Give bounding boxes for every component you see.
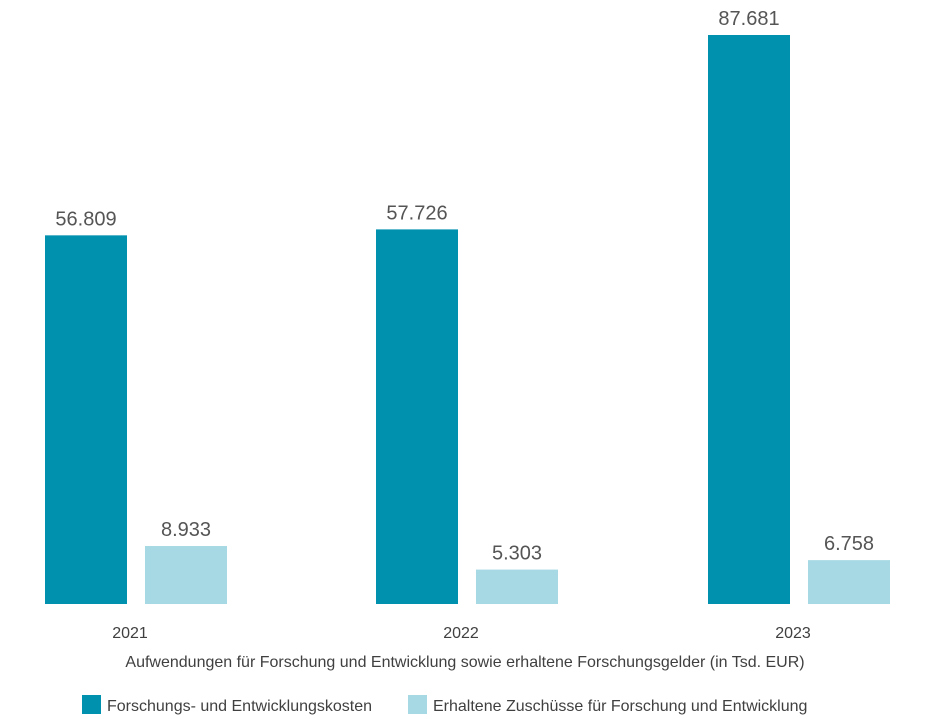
legend-label-zuschuesse: Erhaltene Zuschüsse für Forschung und En… (433, 698, 807, 715)
x-tick-label-2022: 2022 (443, 625, 479, 642)
bar-zuschuesse-2023 (808, 560, 890, 604)
x-tick-label-2021: 2021 (112, 625, 148, 642)
legend-item-zuschuesse: Erhaltene Zuschüsse für Forschung und En… (408, 695, 807, 715)
value-label-kosten-2023: 87.681 (718, 8, 779, 30)
bar-kosten-2022 (376, 229, 458, 604)
legend-swatch-zuschuesse (408, 695, 427, 714)
legend-item-kosten: Forschungs- und Entwicklungskosten (82, 695, 372, 715)
value-label-zuschuesse-2022: 5.303 (492, 543, 542, 565)
value-label-kosten-2022: 57.726 (386, 202, 447, 224)
x-axis-label: Aufwendungen für Forschung und Entwicklu… (125, 654, 804, 671)
legend-swatch-kosten (82, 695, 101, 714)
legend-label-kosten: Forschungs- und Entwicklungskosten (107, 698, 372, 715)
x-tick-label-2023: 2023 (775, 625, 811, 642)
value-labels: 56.809 8.933 57.726 5.303 87.681 6.758 (55, 8, 874, 565)
legend: Forschungs- und Entwicklungskosten Erhalt… (82, 695, 807, 715)
bar-kosten-2021 (45, 235, 127, 604)
x-axis-ticks: 2021 2022 2023 (112, 625, 811, 642)
bar-zuschuesse-2021 (145, 546, 227, 604)
bar-zuschuesse-2022 (476, 569, 558, 604)
value-label-zuschuesse-2021: 8.933 (161, 519, 211, 541)
bar-kosten-2023 (708, 35, 790, 604)
bars (45, 35, 890, 604)
value-label-zuschuesse-2023: 6.758 (824, 533, 874, 555)
value-label-kosten-2021: 56.809 (55, 208, 116, 230)
